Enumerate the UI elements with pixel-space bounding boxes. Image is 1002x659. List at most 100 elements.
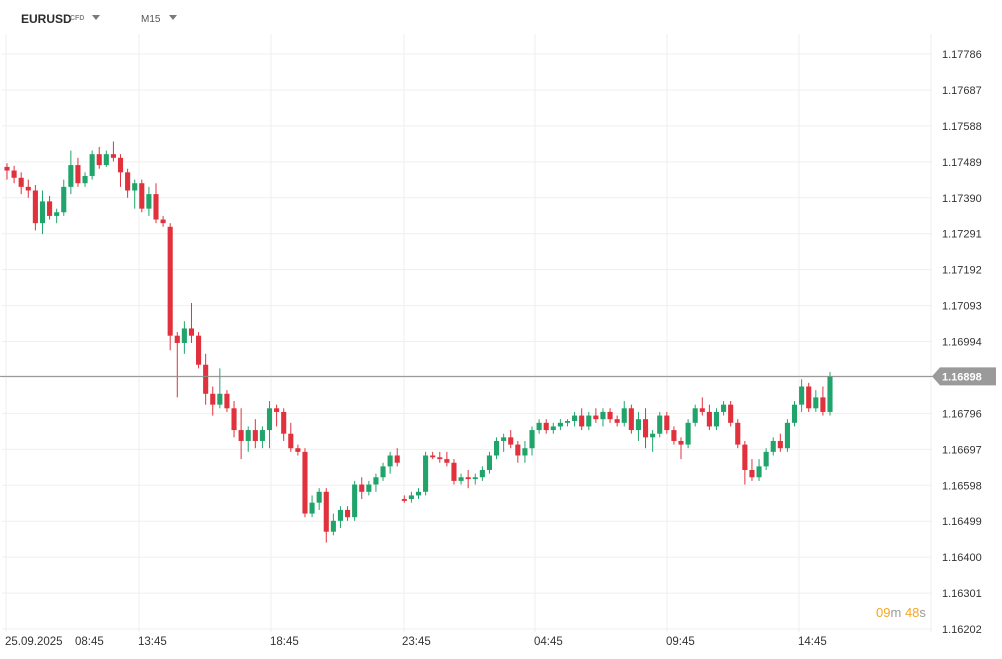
candle-bullish	[784, 419, 790, 452]
candle-bearish	[628, 404, 634, 434]
candle-bearish	[401, 495, 407, 503]
time-axis-tick-label: 14:45	[798, 636, 827, 648]
candle-body	[153, 194, 159, 220]
candle-bearish	[515, 440, 521, 463]
candle-body	[252, 430, 258, 441]
candle-bullish	[352, 480, 358, 521]
candle-body	[756, 466, 762, 478]
candle-body	[728, 404, 734, 423]
chart-toolbar: EURUSD CFD M15	[0, 0, 1002, 34]
candle-bullish	[635, 411, 641, 441]
timeframe-dropdown-chevron-icon[interactable]	[169, 15, 177, 20]
candle-bullish	[245, 426, 251, 452]
candle-body	[621, 408, 627, 423]
candle-body	[82, 175, 88, 184]
candle-bullish	[472, 473, 478, 485]
candle-bullish	[621, 401, 627, 427]
candle-body	[593, 415, 599, 420]
candle-body	[181, 328, 187, 343]
candle-bearish	[671, 426, 677, 445]
candle-bearish	[25, 179, 31, 198]
candle-bullish	[657, 411, 663, 438]
candle-body	[430, 455, 436, 458]
candle-body	[501, 437, 507, 441]
candle-bearish	[508, 430, 514, 449]
candle-bearish	[167, 223, 173, 351]
candle-body	[132, 183, 138, 191]
candle-body	[359, 484, 365, 492]
candle-bullish	[380, 462, 386, 481]
candle-body	[536, 422, 542, 431]
candle-bullish	[259, 426, 265, 449]
candle-body	[706, 411, 712, 427]
candle-bullish	[501, 433, 507, 452]
candle-body	[238, 430, 244, 441]
chart-grid	[2, 34, 932, 632]
candle-body	[160, 219, 166, 224]
candle-body	[61, 186, 67, 213]
price-axis-tick-label: 1.17390	[942, 193, 982, 205]
candle-body	[749, 470, 755, 478]
candle-bullish	[692, 404, 698, 427]
candle-bearish	[231, 401, 237, 438]
time-axis-tick-label: 04:45	[534, 636, 563, 648]
candle-bearish	[706, 404, 712, 431]
symbol-selector[interactable]: EURUSD	[21, 12, 72, 26]
candle-body	[323, 491, 329, 532]
candle-bearish	[437, 451, 443, 463]
price-axis-tick-label: 1.16796	[942, 408, 982, 420]
candle-body	[125, 172, 131, 191]
candle-bearish	[302, 448, 308, 518]
candle-bullish	[316, 488, 322, 510]
candle-body	[678, 440, 684, 445]
candle-bearish	[110, 141, 116, 162]
candle-body	[628, 408, 634, 431]
candle-body	[352, 484, 358, 518]
price-axis-tick-label: 1.16301	[942, 588, 982, 600]
price-axis-tick-label: 1.17291	[942, 229, 982, 241]
candle-body	[813, 397, 819, 409]
candle-bearish	[820, 386, 826, 416]
candle-bullish	[713, 408, 720, 431]
price-axis-tick-label: 1.16499	[942, 516, 982, 528]
price-axis-tick-label: 1.17687	[942, 85, 982, 97]
candle-body	[330, 520, 336, 532]
candle-bullish	[586, 411, 592, 431]
countdown-minutes-unit: m	[890, 605, 902, 620]
candle-body	[742, 444, 748, 471]
candle-body	[735, 422, 741, 445]
candle-bullish	[39, 190, 46, 235]
candle-body	[373, 477, 379, 485]
candle-bullish	[89, 150, 95, 180]
candle-bearish	[607, 408, 613, 423]
candle-body	[366, 484, 372, 492]
candle-body	[600, 411, 606, 420]
candles	[4, 141, 833, 543]
candle-bullish	[564, 419, 571, 427]
candle-bullish	[408, 491, 414, 503]
candle-bearish	[4, 163, 10, 180]
candle-bullish	[763, 448, 769, 471]
candle-bearish	[359, 477, 365, 500]
candle-body	[337, 509, 344, 521]
candle-bullish	[309, 495, 315, 518]
candle-body	[96, 154, 102, 166]
candle-body	[54, 212, 60, 216]
candle-bearish	[394, 448, 400, 467]
timeframe-selector[interactable]: M15	[141, 14, 161, 25]
symbol-dropdown-chevron-icon[interactable]	[92, 15, 100, 20]
candle-bearish	[444, 451, 450, 467]
candle-body	[508, 437, 514, 445]
candle-body	[281, 411, 287, 434]
candle-bullish	[181, 321, 187, 354]
candle-body	[316, 491, 322, 503]
countdown-seconds-unit: s	[919, 605, 926, 620]
candle-body	[387, 455, 393, 467]
candle-bearish	[125, 168, 131, 198]
candle-bullish	[572, 411, 578, 427]
candle-bullish	[54, 208, 60, 224]
candle-body	[231, 408, 237, 431]
candle-bearish	[735, 419, 741, 449]
candle-body	[777, 440, 783, 449]
